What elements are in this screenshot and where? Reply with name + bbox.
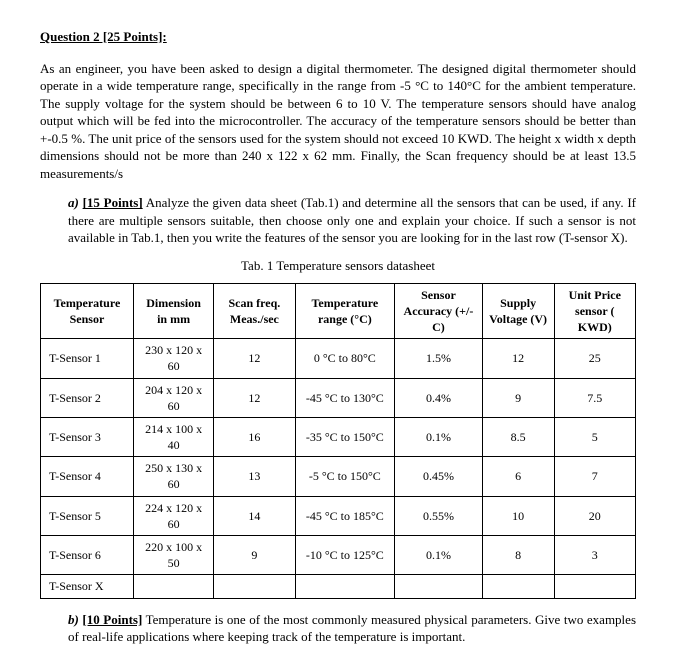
cell-price: 3 — [554, 536, 635, 575]
cell-price: 25 — [554, 339, 635, 378]
cell-price — [554, 575, 635, 598]
cell-accuracy — [395, 575, 483, 598]
table-row: T-Sensor X — [41, 575, 636, 598]
cell-freq: 9 — [214, 536, 295, 575]
cell-range: -45 °C to 130°C — [295, 378, 395, 417]
cell-range: -5 °C to 150°C — [295, 457, 395, 496]
cell-voltage: 8 — [482, 536, 554, 575]
table-caption: Tab. 1 Temperature sensors datasheet — [40, 257, 636, 275]
cell-price: 20 — [554, 496, 635, 535]
part-b-text: Temperature is one of the most commonly … — [68, 612, 636, 645]
header-price: Unit Price sensor ( KWD) — [554, 283, 635, 339]
header-scanfreq: Scan freq. Meas./sec — [214, 283, 295, 339]
table-row: T-Sensor 4250 x 130 x 6013-5 °C to 150°C… — [41, 457, 636, 496]
cell-dimension: 224 x 120 x 60 — [133, 496, 213, 535]
cell-sensor-name: T-Sensor 6 — [41, 536, 134, 575]
header-dimension: Dimension in mm — [133, 283, 213, 339]
part-a-text: Analyze the given data sheet (Tab.1) and… — [68, 195, 636, 245]
table-row: T-Sensor 2204 x 120 x 6012-45 °C to 130°… — [41, 378, 636, 417]
table-row: T-Sensor 1230 x 120 x 60120 °C to 80°C1.… — [41, 339, 636, 378]
cell-voltage: 8.5 — [482, 417, 554, 456]
cell-sensor-name: T-Sensor 3 — [41, 417, 134, 456]
cell-voltage: 12 — [482, 339, 554, 378]
cell-voltage: 10 — [482, 496, 554, 535]
cell-voltage: 9 — [482, 378, 554, 417]
cell-accuracy: 1.5% — [395, 339, 483, 378]
cell-dimension: 250 x 130 x 60 — [133, 457, 213, 496]
cell-range: -10 °C to 125°C — [295, 536, 395, 575]
cell-accuracy: 0.1% — [395, 417, 483, 456]
table-row: T-Sensor 6220 x 100 x 509-10 °C to 125°C… — [41, 536, 636, 575]
cell-sensor-name: T-Sensor 2 — [41, 378, 134, 417]
cell-range: -45 °C to 185°C — [295, 496, 395, 535]
cell-sensor-name: T-Sensor 4 — [41, 457, 134, 496]
part-b-points: [10 Points] — [82, 612, 142, 627]
header-temprange: Temperature range (°C) — [295, 283, 395, 339]
cell-range — [295, 575, 395, 598]
table-row: T-Sensor 5224 x 120 x 6014-45 °C to 185°… — [41, 496, 636, 535]
cell-sensor-name: T-Sensor 1 — [41, 339, 134, 378]
cell-range: -35 °C to 150°C — [295, 417, 395, 456]
cell-dimension: 214 x 100 x 40 — [133, 417, 213, 456]
cell-freq: 16 — [214, 417, 295, 456]
table-header-row: Temperature Sensor Dimension in mm Scan … — [41, 283, 636, 339]
cell-dimension — [133, 575, 213, 598]
cell-range: 0 °C to 80°C — [295, 339, 395, 378]
cell-price: 7 — [554, 457, 635, 496]
header-voltage: Supply Voltage (V) — [482, 283, 554, 339]
part-a: a) [15 Points] Analyze the given data sh… — [68, 194, 636, 247]
cell-dimension: 230 x 120 x 60 — [133, 339, 213, 378]
cell-freq: 13 — [214, 457, 295, 496]
header-sensor: Temperature Sensor — [41, 283, 134, 339]
part-a-points: [15 Points] — [83, 195, 143, 210]
part-b-label: b) — [68, 612, 79, 627]
cell-accuracy: 0.4% — [395, 378, 483, 417]
part-a-label: a) — [68, 195, 79, 210]
cell-dimension: 220 x 100 x 50 — [133, 536, 213, 575]
header-accuracy: Sensor Accuracy (+/- C) — [395, 283, 483, 339]
cell-freq — [214, 575, 295, 598]
cell-dimension: 204 x 120 x 60 — [133, 378, 213, 417]
cell-freq: 12 — [214, 339, 295, 378]
cell-price: 5 — [554, 417, 635, 456]
cell-freq: 14 — [214, 496, 295, 535]
table-row: T-Sensor 3214 x 100 x 4016-35 °C to 150°… — [41, 417, 636, 456]
cell-freq: 12 — [214, 378, 295, 417]
cell-voltage — [482, 575, 554, 598]
cell-accuracy: 0.45% — [395, 457, 483, 496]
cell-sensor-name: T-Sensor X — [41, 575, 134, 598]
sensors-table: Temperature Sensor Dimension in mm Scan … — [40, 283, 636, 599]
cell-price: 7.5 — [554, 378, 635, 417]
cell-sensor-name: T-Sensor 5 — [41, 496, 134, 535]
part-b: b) [10 Points] Temperature is one of the… — [68, 611, 636, 646]
cell-accuracy: 0.55% — [395, 496, 483, 535]
question-title: Question 2 [25 Points]: — [40, 28, 636, 46]
intro-paragraph: As an engineer, you have been asked to d… — [40, 60, 636, 183]
cell-voltage: 6 — [482, 457, 554, 496]
cell-accuracy: 0.1% — [395, 536, 483, 575]
